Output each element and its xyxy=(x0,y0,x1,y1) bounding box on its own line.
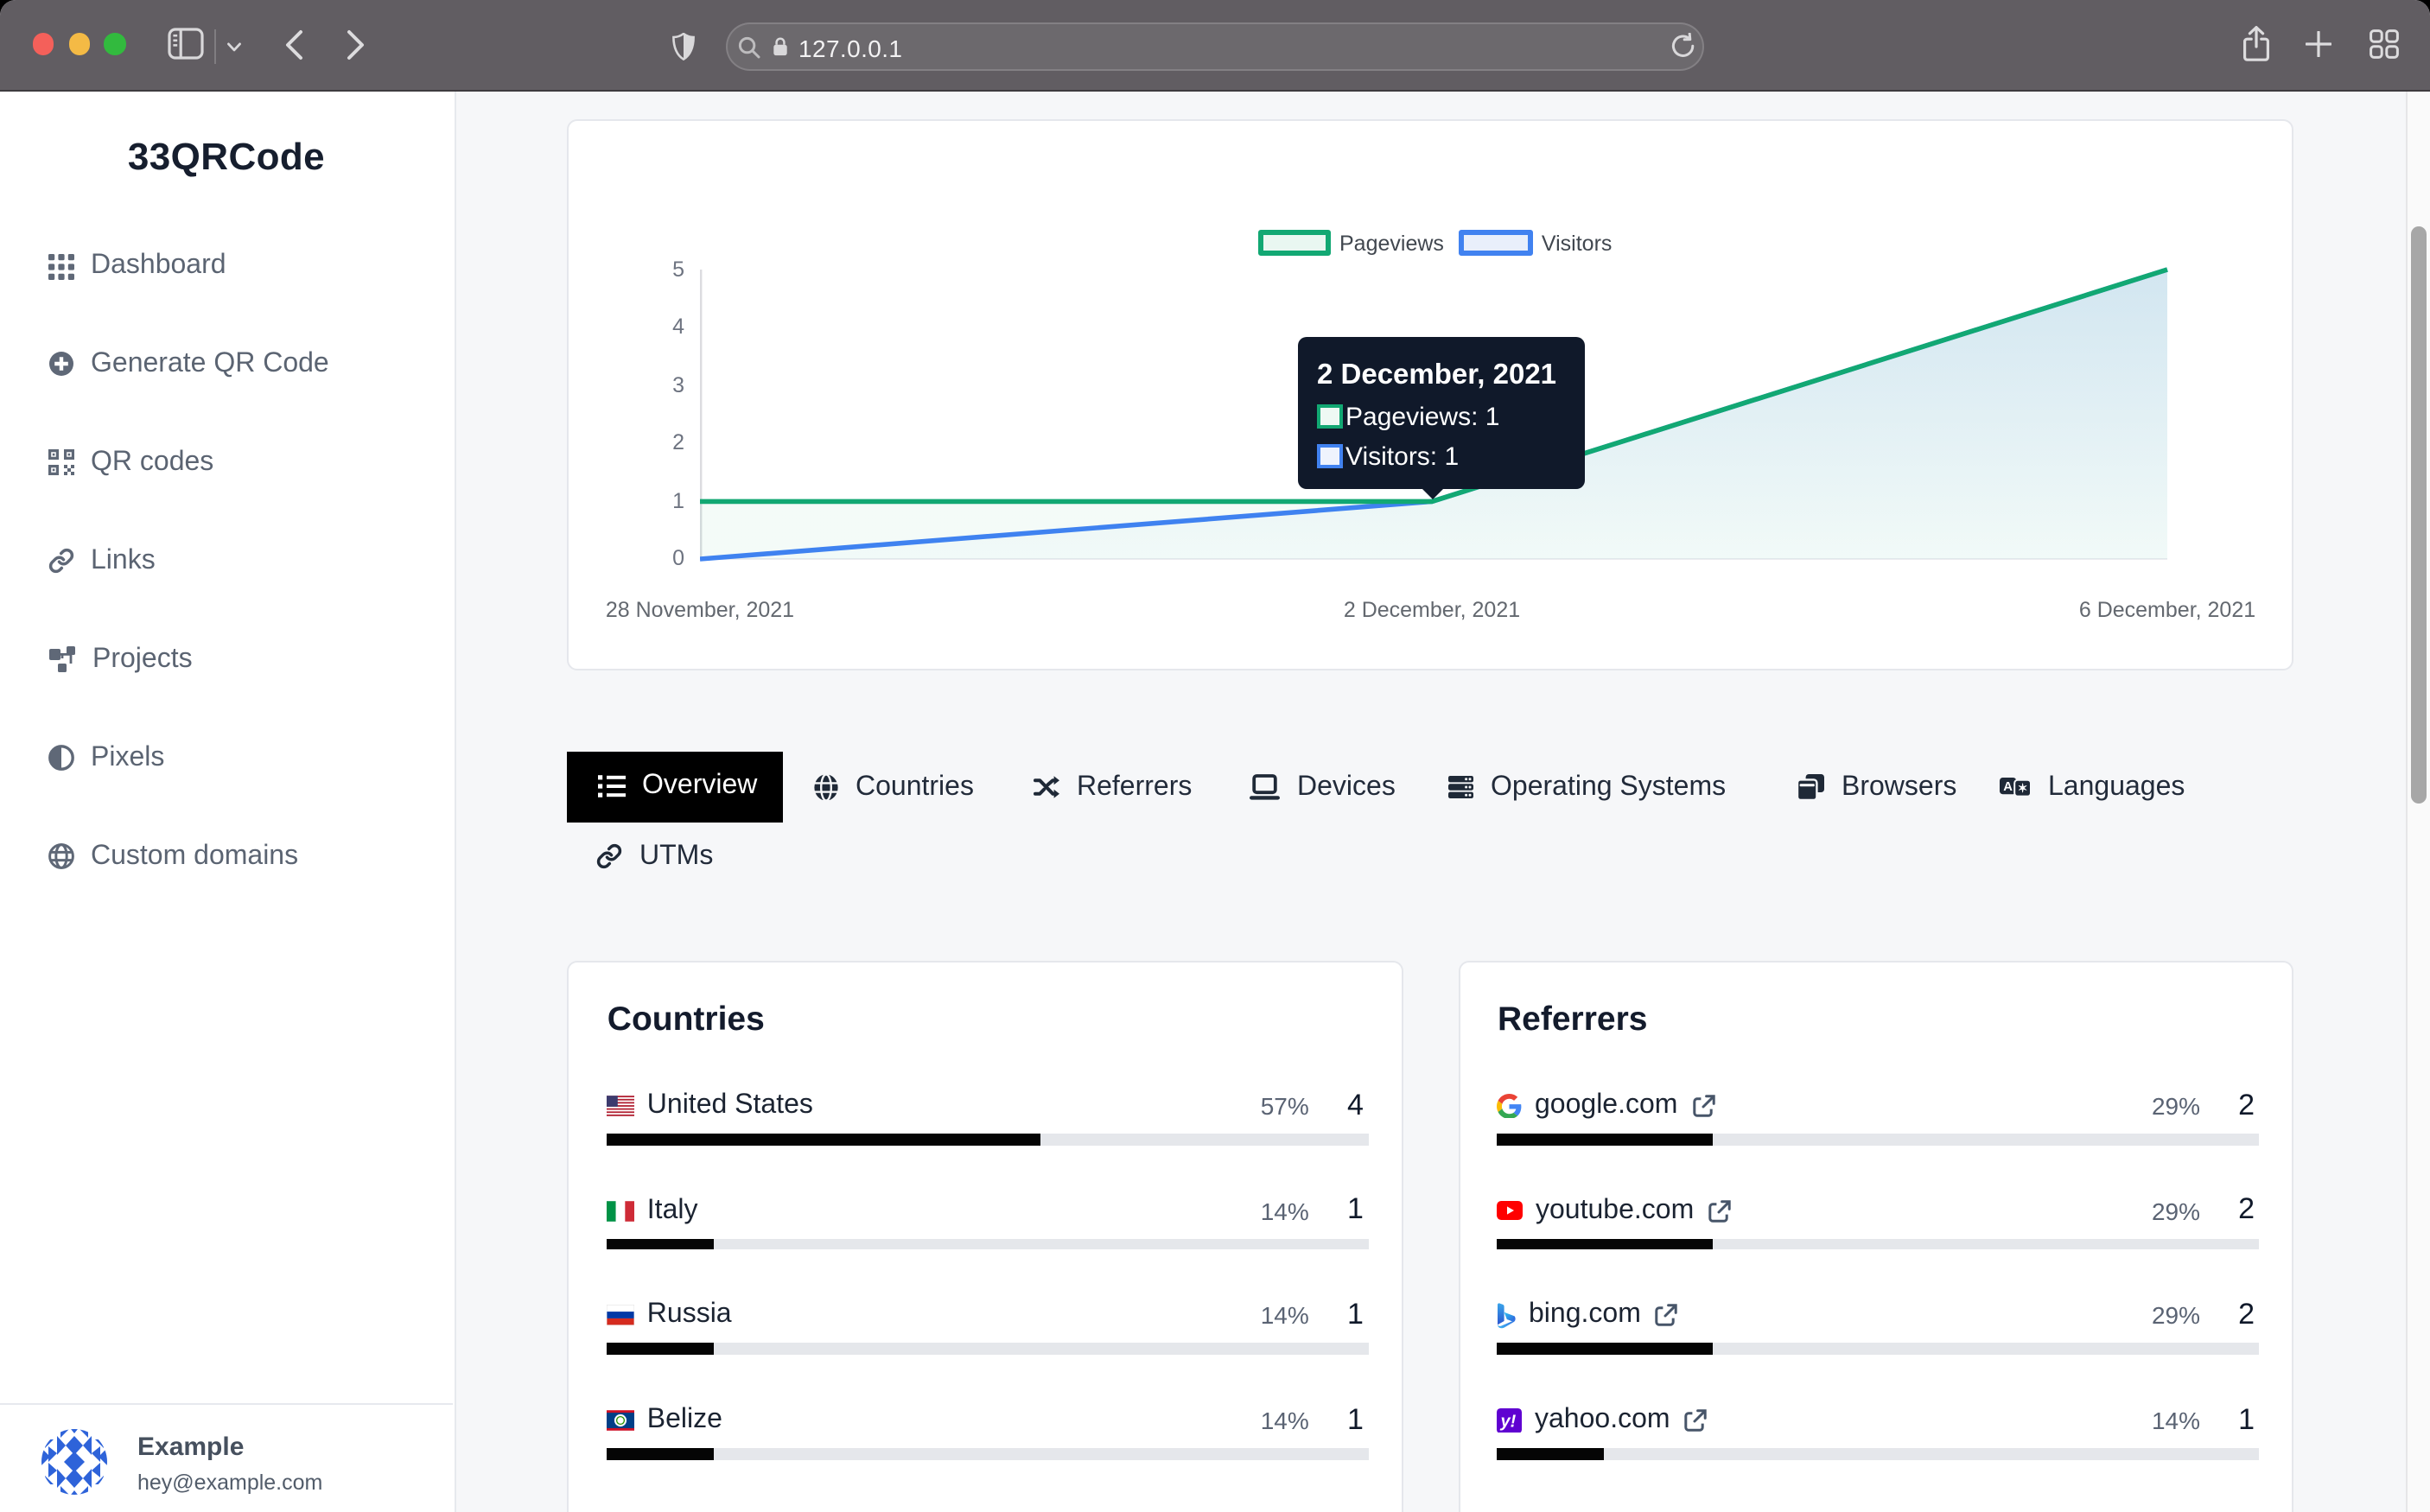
svg-text:✶: ✶ xyxy=(2018,781,2028,795)
svg-text:A: A xyxy=(2003,780,2013,794)
svg-text:y!: y! xyxy=(1500,1412,1517,1431)
